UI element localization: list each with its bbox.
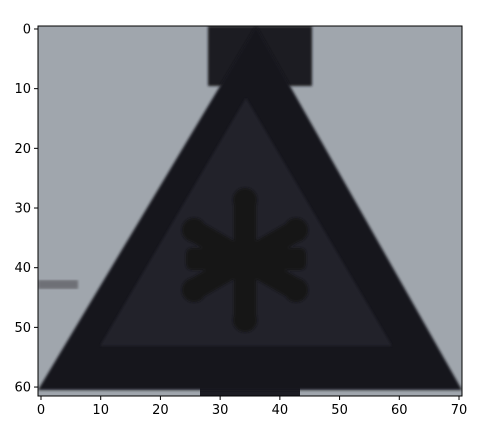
x-tick-label: 0 [37, 403, 45, 418]
axes-frame [37, 25, 463, 397]
x-tick-label: 70 [451, 403, 468, 418]
y-tick-label: 0 [23, 22, 31, 37]
x-tick-label: 40 [272, 403, 289, 418]
y-tick-label: 60 [14, 381, 31, 396]
x-tick-label: 10 [92, 403, 109, 418]
y-axis: 0 10 20 30 40 50 60 [14, 22, 38, 396]
y-tick-label: 30 [14, 202, 31, 217]
y-tick-label: 50 [14, 321, 31, 336]
y-tick-label: 40 [14, 261, 31, 276]
y-tick-label: 10 [14, 82, 31, 97]
snowflake-icon [182, 188, 308, 332]
x-tick-label: 60 [391, 403, 408, 418]
displayed-image [38, 26, 462, 396]
x-tick-label: 20 [152, 403, 169, 418]
x-axis: 0 10 20 30 40 50 60 70 [37, 396, 467, 418]
x-tick-label: 50 [331, 403, 348, 418]
x-tick-label: 30 [212, 403, 229, 418]
y-tick-label: 20 [14, 142, 31, 157]
